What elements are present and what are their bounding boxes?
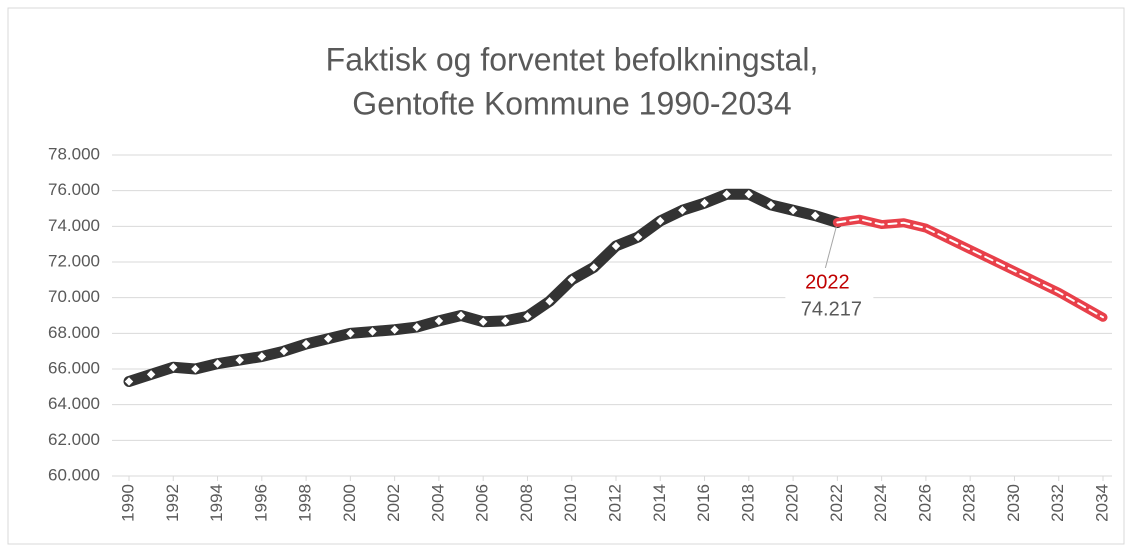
x-tick-label: 2030 bbox=[1004, 484, 1023, 522]
point-marker bbox=[501, 316, 510, 326]
point-marker bbox=[124, 377, 134, 386]
point-marker bbox=[301, 339, 311, 349]
point-marker bbox=[434, 316, 444, 326]
y-tick-label: 66.000 bbox=[48, 358, 100, 377]
chart-title: Gentofte Kommune 1990-2034 bbox=[352, 85, 791, 121]
x-tick-label: 2020 bbox=[783, 484, 802, 522]
x-tick-label: 2014 bbox=[650, 484, 669, 522]
x-tick-label: 2018 bbox=[738, 484, 757, 522]
chart-title: Faktisk og forventet befolkningstal, bbox=[326, 41, 819, 77]
point-marker bbox=[213, 359, 222, 368]
point-marker bbox=[323, 334, 333, 343]
x-tick-label: 2002 bbox=[384, 484, 403, 522]
y-tick-label: 60.000 bbox=[48, 465, 100, 484]
point-marker bbox=[545, 296, 554, 306]
x-tick-label: 2016 bbox=[694, 484, 713, 522]
y-tick-label: 74.000 bbox=[48, 216, 100, 235]
x-tick-label: 1992 bbox=[163, 484, 182, 522]
y-tick-label: 76.000 bbox=[48, 180, 100, 199]
annotation-label: 2022 bbox=[805, 271, 850, 293]
x-tick-label: 1994 bbox=[207, 484, 226, 522]
point-marker bbox=[456, 311, 466, 320]
y-tick-label: 64.000 bbox=[48, 394, 100, 413]
annotation-leader bbox=[824, 226, 837, 269]
point-marker bbox=[589, 263, 599, 272]
x-tick-label: 2032 bbox=[1048, 484, 1067, 522]
y-tick-label: 78.000 bbox=[48, 144, 100, 163]
point-marker bbox=[146, 370, 156, 379]
point-marker bbox=[412, 322, 422, 332]
point-marker bbox=[390, 325, 399, 335]
point-marker bbox=[257, 352, 267, 361]
y-tick-label: 72.000 bbox=[48, 251, 100, 270]
x-tick-label: 2010 bbox=[561, 484, 580, 522]
x-tick-label: 1996 bbox=[251, 484, 270, 522]
x-tick-label: 2004 bbox=[428, 484, 447, 522]
point-marker bbox=[567, 275, 576, 285]
x-tick-label: 1998 bbox=[296, 484, 315, 522]
x-tick-label: 1990 bbox=[118, 484, 137, 522]
point-marker bbox=[478, 317, 488, 326]
point-marker bbox=[279, 346, 289, 356]
chart-border bbox=[7, 7, 1125, 545]
y-tick-label: 62.000 bbox=[48, 430, 100, 449]
annotation-box bbox=[785, 268, 874, 326]
x-tick-label: 2008 bbox=[517, 484, 536, 522]
x-tick-label: 2026 bbox=[915, 484, 934, 522]
x-tick-label: 2000 bbox=[340, 484, 359, 522]
point-marker bbox=[169, 362, 178, 372]
x-tick-label: 2006 bbox=[473, 484, 492, 522]
point-marker bbox=[346, 329, 355, 338]
annotation-value: 74.217 bbox=[801, 298, 862, 320]
x-tick-label: 2028 bbox=[960, 484, 979, 522]
point-marker bbox=[191, 364, 200, 374]
point-marker bbox=[235, 355, 244, 365]
x-tick-label: 2022 bbox=[827, 484, 846, 522]
x-tick-label: 2012 bbox=[605, 484, 624, 522]
point-marker bbox=[523, 312, 532, 321]
y-tick-label: 68.000 bbox=[48, 323, 100, 342]
x-tick-label: 2034 bbox=[1092, 484, 1111, 522]
y-tick-label: 70.000 bbox=[48, 287, 100, 306]
point-marker bbox=[368, 327, 377, 336]
series-line-dash bbox=[836, 218, 1104, 319]
x-tick-label: 2024 bbox=[871, 484, 890, 522]
